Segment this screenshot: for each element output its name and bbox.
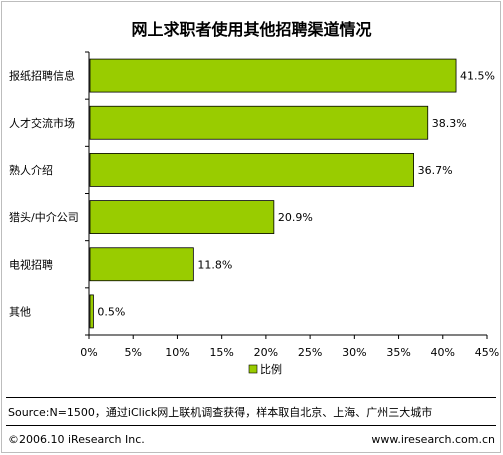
copyright-text: ©2006.10 iResearch Inc. [8, 433, 145, 446]
category-label: 熟人介绍 [9, 163, 53, 177]
bar [89, 153, 414, 187]
category-label: 其他 [9, 305, 31, 318]
x-tick-label: 30% [342, 346, 366, 359]
bar [89, 294, 94, 329]
bar [89, 247, 194, 282]
x-tick-label: 10% [165, 346, 189, 359]
value-label: 36.7% [418, 164, 453, 177]
x-tick-label: 5% [124, 346, 141, 359]
bar [89, 200, 275, 234]
x-tick-label: 35% [386, 346, 410, 359]
legend-label: 比例 [260, 362, 282, 376]
bar-chart: 0% 5% 10% 15% 20% 25% 30% 35% 40% 45% 报纸招聘信息 41.5% 人… [9, 51, 499, 376]
source-divider [6, 397, 496, 398]
x-tick-label: 20% [254, 346, 278, 359]
website-text: www.iresearch.com.cn [371, 433, 495, 446]
category-label: 人才交流市场 [9, 116, 75, 130]
value-label: 41.5% [460, 70, 495, 83]
x-tick-label: 25% [298, 346, 322, 359]
bar [89, 105, 429, 140]
chart-title: 网上求职者使用其他招聘渠道情况 [131, 20, 372, 39]
x-tick-label: 45% [475, 346, 499, 359]
legend-swatch [248, 364, 258, 374]
category-label: 猎头/中介公司 [9, 210, 79, 224]
category-label: 电视招聘 [9, 257, 53, 271]
source-note: Source:N=1500，通过iClick网上联机调查获得，样本取自北京、上海… [8, 406, 433, 419]
x-tick-label: 0% [80, 346, 97, 359]
footer-divider [6, 425, 496, 426]
x-tick-label: 15% [209, 346, 233, 359]
value-label: 38.3% [432, 117, 467, 130]
value-label: 11.8% [197, 258, 232, 271]
value-label: 20.9% [278, 211, 313, 224]
value-label: 0.5% [97, 305, 125, 318]
bar [89, 58, 457, 93]
x-tick-label: 40% [431, 346, 455, 359]
category-label: 报纸招聘信息 [9, 69, 75, 83]
